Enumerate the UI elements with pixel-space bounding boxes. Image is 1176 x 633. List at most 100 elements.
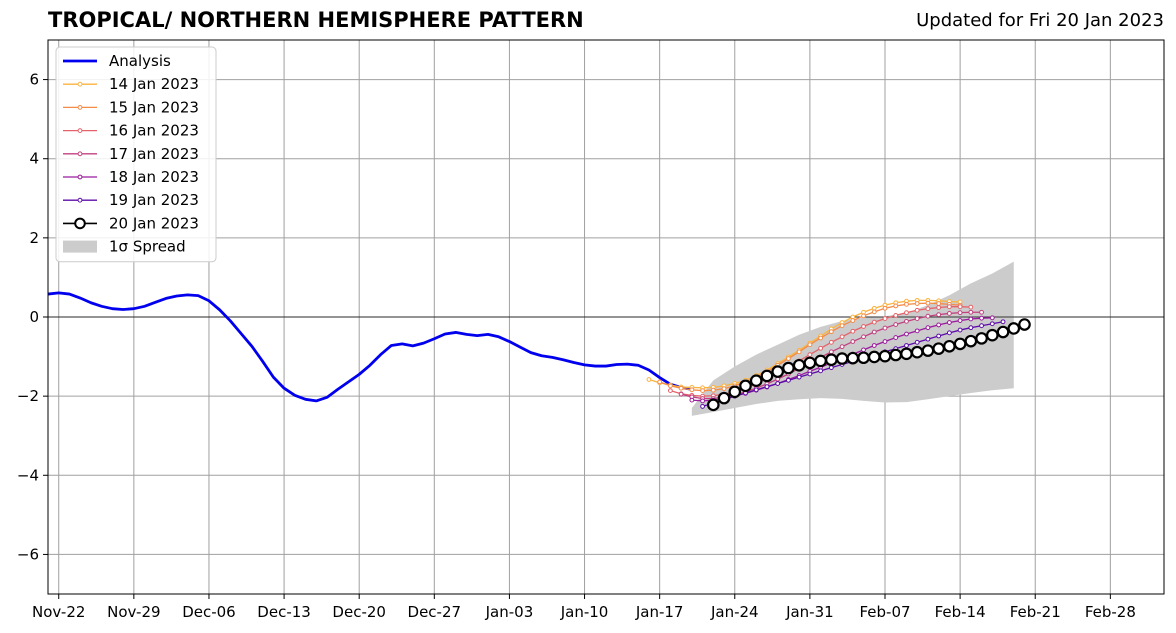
forecast-point: [932, 342, 945, 355]
forecast-point: [936, 322, 942, 328]
forecast-point: [667, 388, 673, 394]
forecast-point: [893, 322, 899, 327]
forecast-point: [996, 325, 1010, 339]
forecast-point: [803, 356, 817, 370]
forecast-point: [857, 351, 870, 365]
forecast-point: [850, 328, 856, 334]
x-tick-label: Jan-17: [635, 603, 684, 621]
analysis-layer: [47, 291, 693, 403]
forecast-point: [925, 306, 931, 312]
legend-swatch-marker: [77, 151, 83, 157]
forecast-point: [1007, 322, 1021, 335]
tick-layer: Nov-22 Nov-29 Dec-06 Dec-13 Dec-20 Dec-27 Jan-…: [17, 71, 1136, 621]
forecast-point: [807, 371, 813, 377]
x-tick-label: Nov-29: [107, 603, 160, 621]
forecast-point: [839, 323, 845, 329]
forecast-point: [925, 336, 931, 342]
forecast-point: [846, 351, 860, 365]
forecast-point: [764, 384, 770, 390]
forecast-point: [871, 319, 877, 325]
forecast-point: [979, 309, 984, 315]
forecast-point: [771, 365, 784, 378]
forecast-point: [882, 325, 888, 331]
x-tick-label: Nov-22: [32, 603, 85, 621]
forecast-point: [861, 334, 866, 340]
forecast-point: [946, 320, 952, 325]
forecast-point: [839, 334, 845, 340]
legend-swatch-marker: [77, 128, 83, 134]
forecast-point: [775, 381, 781, 386]
forecast-point: [717, 391, 731, 405]
forecast-point: [818, 368, 824, 374]
y-tick-label: 4: [29, 150, 39, 168]
x-tick-label: Feb-14: [935, 603, 986, 621]
forecast-point: [807, 342, 813, 348]
legend: Analysis 14 Jan 2023 15 Jan 2023 16 Jan 202…: [55, 46, 217, 263]
forecast-point: [835, 352, 849, 365]
forecast-point: [850, 318, 856, 323]
forecast-point: [968, 304, 974, 310]
forecast-point: [936, 333, 942, 339]
forecast-point: [968, 325, 974, 331]
forecast-point: [910, 345, 924, 359]
forecast-point: [979, 323, 984, 329]
forecast-point: [721, 386, 727, 392]
x-tick-label: Dec-20: [332, 603, 386, 621]
legend-label: 16 Jan 2023: [109, 122, 199, 140]
forecast-point: [689, 387, 695, 393]
forecast-point: [882, 316, 888, 321]
forecast-point: [646, 377, 652, 382]
forecast-point: [700, 388, 705, 394]
forecast-point: [904, 343, 909, 348]
x-tick-label: Dec-13: [257, 603, 311, 621]
legend-swatch-marker: [77, 105, 83, 110]
x-tick-label: Jan-10: [560, 603, 609, 621]
y-tick-label: 0: [29, 308, 39, 326]
forecast-point: [871, 343, 877, 348]
forecast-point: [700, 404, 705, 409]
forecast-point: [936, 312, 942, 318]
legend-swatch-marker: [77, 174, 83, 180]
legend-label: 17 Jan 2023: [109, 145, 199, 163]
forecast-point: [760, 369, 774, 383]
chart-updated-text: Updated for Fri 20 Jan 2023: [916, 10, 1164, 31]
forecast-point: [893, 303, 899, 309]
forecast-point: [925, 300, 931, 306]
forecast-point: [657, 379, 663, 385]
forecast-point: [710, 387, 716, 393]
x-tick-label: Dec-27: [408, 603, 462, 621]
x-tick-label: Feb-07: [859, 603, 910, 621]
legend-label: 1σ Spread: [109, 238, 186, 256]
legend-swatch-spread: [63, 240, 97, 253]
forecast-point: [786, 356, 791, 361]
forecast-point: [914, 339, 920, 345]
forecast-point: [957, 304, 963, 310]
forecast-point: [957, 327, 963, 333]
forecast-point: [878, 349, 892, 363]
forecast-point: [753, 387, 759, 393]
y-tick-label: 6: [29, 71, 39, 89]
forecast-point: [728, 385, 742, 399]
forecast-point: [782, 361, 795, 375]
legend-label: 20 Jan 2023: [109, 214, 199, 232]
forecast-point: [871, 329, 877, 335]
forecast-point: [1018, 318, 1031, 331]
forecast-point: [667, 383, 673, 389]
legend-swatch-marker: [77, 81, 83, 87]
forecast-point: [882, 339, 888, 344]
chart-title: TROPICAL/ NORTHERN HEMISPHERE PATTERN: [48, 8, 584, 32]
forecast-point: [893, 313, 899, 318]
forecast-point: [925, 325, 931, 331]
forecast-point: [914, 307, 920, 313]
forecast-point: [986, 328, 999, 342]
forecast-point: [914, 328, 920, 334]
forecast-point: [904, 301, 909, 307]
forecast-point: [850, 339, 856, 344]
x-tick-label: Dec-06: [182, 603, 236, 621]
legend-box: [55, 46, 217, 263]
x-tick-label: Jan-03: [485, 603, 534, 621]
forecast-point: [828, 365, 834, 371]
x-tick-label: Feb-21: [1010, 603, 1061, 621]
forecast-point: [807, 352, 813, 357]
forecast-point: [964, 334, 978, 348]
